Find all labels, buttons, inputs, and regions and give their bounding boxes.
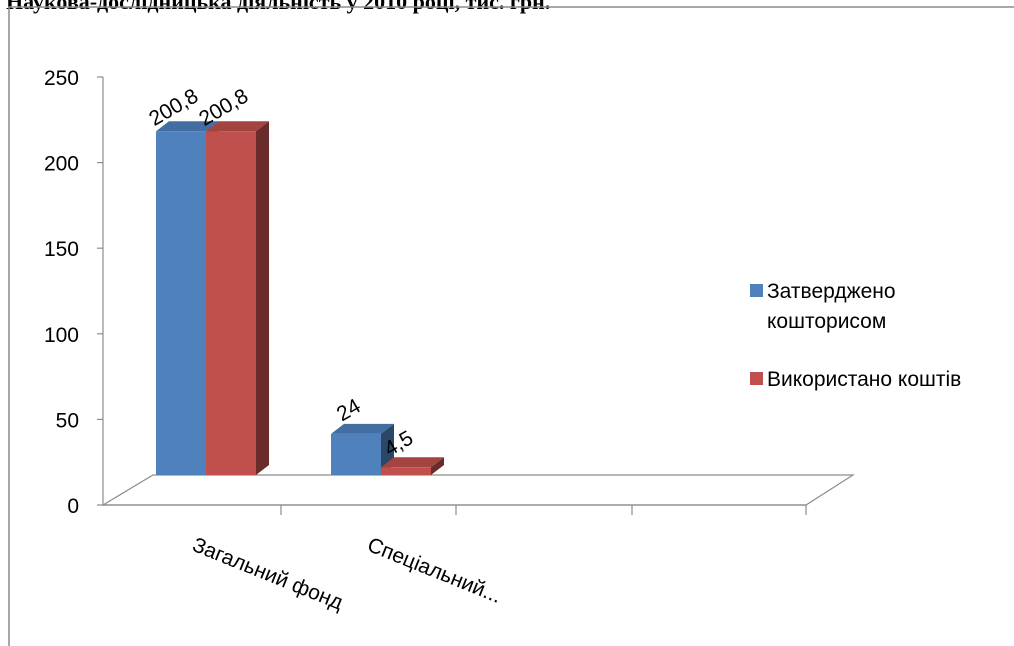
chart-frame [8,6,1014,646]
bar-top-face [331,423,394,434]
bar-top-face [206,121,269,132]
legend-item: Використано коштів [750,368,961,391]
bar-used-0 [206,121,269,475]
legend-label: Затверджено кошторисом [767,280,896,333]
bar-side-face [256,121,269,475]
y-tick-label: 0 [67,495,79,518]
y-tick-label: 250 [44,67,79,90]
x-category-label: Загальний фонд [189,533,346,614]
data-label: 24 [333,394,365,426]
bar-used-1 [381,457,444,475]
y-tick-label: 200 [44,153,79,176]
legend-swatch [750,372,763,385]
bar-side-face [431,457,444,475]
bar-front-face [381,467,431,475]
bar-front-face [206,131,256,475]
y-tick-label: 150 [44,238,79,261]
y-tick-label: 50 [56,409,79,432]
bar-top-face [156,121,219,132]
chart-floor [100,474,856,506]
x-category-label: Спеціальний... [364,533,505,608]
bar-front-face [156,131,206,475]
bar-top-face [381,457,444,468]
legend-label: Використано коштів [767,368,961,391]
bar-front-face [331,433,381,475]
legend-item: Затверджено кошторисом [750,280,896,333]
y-tick-label: 100 [44,324,79,347]
legend-swatch [750,284,763,297]
legend-label-line: кошторисом [767,310,886,333]
legend-label-line: Затверджено [767,280,896,303]
bar-approved-1 [331,423,394,475]
